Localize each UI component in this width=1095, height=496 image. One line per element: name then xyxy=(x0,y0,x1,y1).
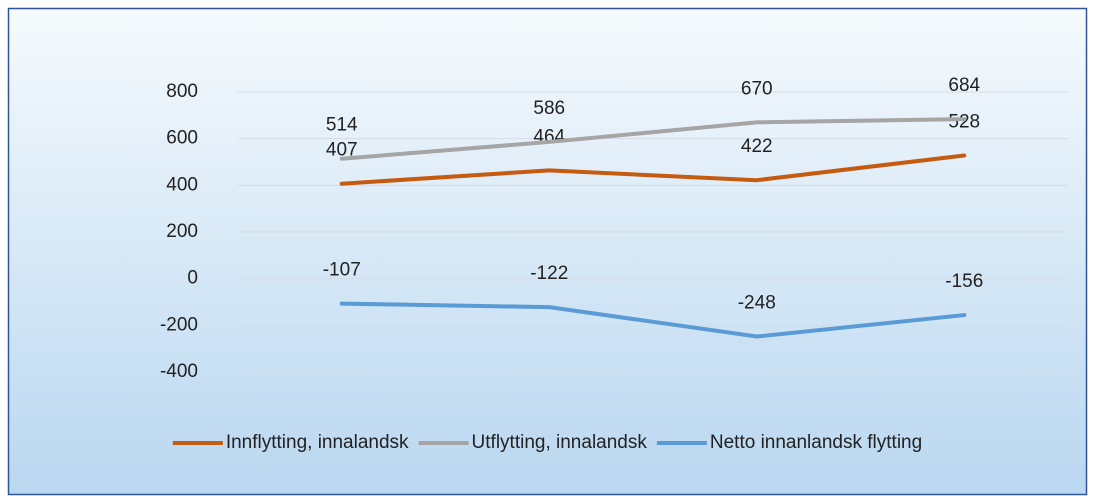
data-label: 670 xyxy=(741,78,773,99)
legend-label: Innflytting, innalandsk xyxy=(226,432,409,453)
data-label: -248 xyxy=(738,293,776,314)
legend-label: Netto innanlandsk flytting xyxy=(710,432,922,453)
data-label: 528 xyxy=(948,111,980,132)
y-tick-label: -400 xyxy=(160,361,198,382)
y-tick-label: 400 xyxy=(166,174,198,195)
y-tick-label: -200 xyxy=(160,314,198,335)
data-label: 407 xyxy=(326,140,358,161)
data-label: 586 xyxy=(533,98,565,119)
y-tick-label: 800 xyxy=(166,81,198,102)
data-label: -107 xyxy=(323,260,361,281)
data-label: -156 xyxy=(945,271,983,292)
series-line xyxy=(339,117,967,161)
data-label: 514 xyxy=(326,115,358,136)
legend-label: Utflytting, innalandsk xyxy=(472,432,648,453)
y-tick-label: 200 xyxy=(166,221,198,242)
data-label: 684 xyxy=(948,75,980,96)
y-tick-label: 600 xyxy=(166,128,198,149)
data-label: -122 xyxy=(530,263,568,284)
series-line xyxy=(339,153,967,186)
data-label: 422 xyxy=(741,136,773,157)
y-tick-label: 0 xyxy=(187,268,198,289)
chart-background xyxy=(7,7,1088,496)
series-line xyxy=(339,301,967,339)
